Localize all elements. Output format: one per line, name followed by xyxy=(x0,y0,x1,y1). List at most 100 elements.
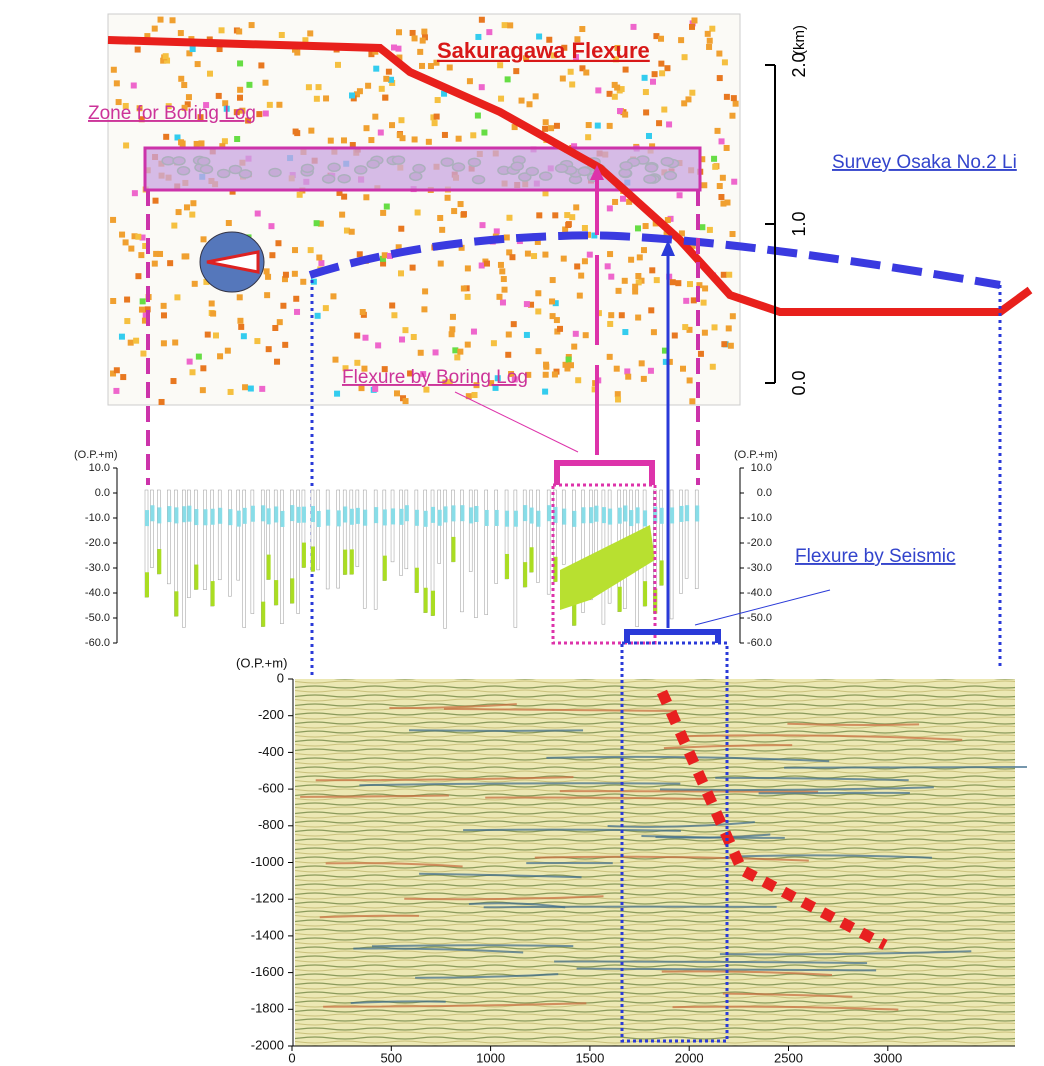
map-dot xyxy=(354,332,361,339)
map-dot xyxy=(574,263,581,270)
map-dot xyxy=(139,298,146,305)
map-dot xyxy=(410,333,417,340)
log-clay xyxy=(594,505,599,522)
map-dot xyxy=(417,48,424,55)
map-dot xyxy=(612,198,619,205)
map-dot xyxy=(348,228,355,235)
map-dot xyxy=(206,70,213,77)
map-dot xyxy=(542,190,549,197)
log-clay xyxy=(336,510,341,527)
map-dot xyxy=(138,116,145,123)
map-dot xyxy=(131,233,138,240)
map-dot xyxy=(535,348,542,355)
map-dot xyxy=(158,398,165,405)
map-dot xyxy=(647,367,654,374)
map-dot xyxy=(237,94,244,101)
map-dot xyxy=(172,339,179,346)
map-dot xyxy=(549,298,556,305)
map-dot xyxy=(534,238,541,245)
map-dot xyxy=(314,312,321,319)
seismic-x-label: 1500 xyxy=(575,1050,604,1065)
map-dot xyxy=(730,95,737,102)
map-dot xyxy=(396,132,403,139)
map-dot xyxy=(562,361,569,368)
map-dot xyxy=(322,305,329,312)
map-dot xyxy=(433,59,440,66)
map-dot xyxy=(711,155,718,162)
map-dot xyxy=(727,342,734,349)
reflector xyxy=(404,895,604,901)
log-gravel xyxy=(617,586,622,612)
map-dot xyxy=(330,293,337,300)
log-column xyxy=(443,489,447,629)
map-dot xyxy=(607,251,614,258)
map-dot xyxy=(291,270,298,277)
map-dot xyxy=(124,296,131,303)
map-dot xyxy=(619,195,626,202)
log-column xyxy=(296,489,300,614)
map-dot xyxy=(709,25,716,32)
reflector xyxy=(659,786,934,791)
log-column xyxy=(390,489,395,563)
map-dot xyxy=(167,260,174,267)
map-dot xyxy=(478,16,485,23)
map-dot xyxy=(318,260,325,267)
map-dot xyxy=(567,68,574,75)
map-dot xyxy=(307,247,314,254)
map-dot xyxy=(661,106,668,113)
log-column xyxy=(484,489,488,615)
leader xyxy=(694,589,831,626)
map-dot xyxy=(564,212,571,219)
map-dot xyxy=(361,365,368,372)
map-dot xyxy=(460,211,467,218)
map-dot xyxy=(702,285,709,292)
map-dot xyxy=(186,50,193,57)
map-dot xyxy=(536,33,543,40)
map-dot xyxy=(624,368,631,375)
log-clay xyxy=(242,507,247,524)
map-dot xyxy=(219,143,226,150)
map-dot xyxy=(332,356,339,363)
reflector xyxy=(485,796,716,801)
map-dot xyxy=(134,46,141,53)
log-clay xyxy=(679,505,684,522)
map-dot xyxy=(130,82,137,89)
map-dot xyxy=(681,100,688,107)
map-dot xyxy=(110,370,117,377)
map-dot xyxy=(542,388,549,395)
map-dot xyxy=(160,302,167,309)
seismic-y-label: -1000 xyxy=(251,854,284,869)
map-dot xyxy=(193,140,200,147)
log-column xyxy=(536,489,540,583)
map-dot xyxy=(591,386,598,393)
map-dot xyxy=(293,295,300,302)
map-dot xyxy=(128,245,135,252)
map-dot xyxy=(651,71,658,78)
map-dot xyxy=(327,137,334,144)
map-dot xyxy=(368,51,375,58)
map-dot xyxy=(294,308,301,315)
map-dot xyxy=(497,62,504,69)
map-dot xyxy=(365,82,372,89)
map-dot xyxy=(409,29,416,36)
zone-label: Zone for Boring Log xyxy=(88,103,256,124)
map-dot xyxy=(389,122,396,129)
map-dot xyxy=(653,33,660,40)
map-dot xyxy=(160,57,167,64)
map-dot xyxy=(718,194,725,201)
log-clay xyxy=(601,507,606,524)
map-dot xyxy=(397,270,404,277)
map-dot xyxy=(414,209,421,216)
log-gravel xyxy=(311,546,316,572)
log-clay xyxy=(443,506,448,523)
map-dot xyxy=(551,52,558,59)
scale-label: 2.0 xyxy=(789,52,809,77)
log-column xyxy=(362,489,367,609)
log-gravel xyxy=(553,556,558,582)
map-dot xyxy=(402,398,409,405)
scale-label: 0.0 xyxy=(789,370,809,395)
log-clay xyxy=(374,507,379,524)
map-dot xyxy=(237,60,244,67)
map-dot xyxy=(581,258,588,265)
map-dot xyxy=(396,54,403,61)
